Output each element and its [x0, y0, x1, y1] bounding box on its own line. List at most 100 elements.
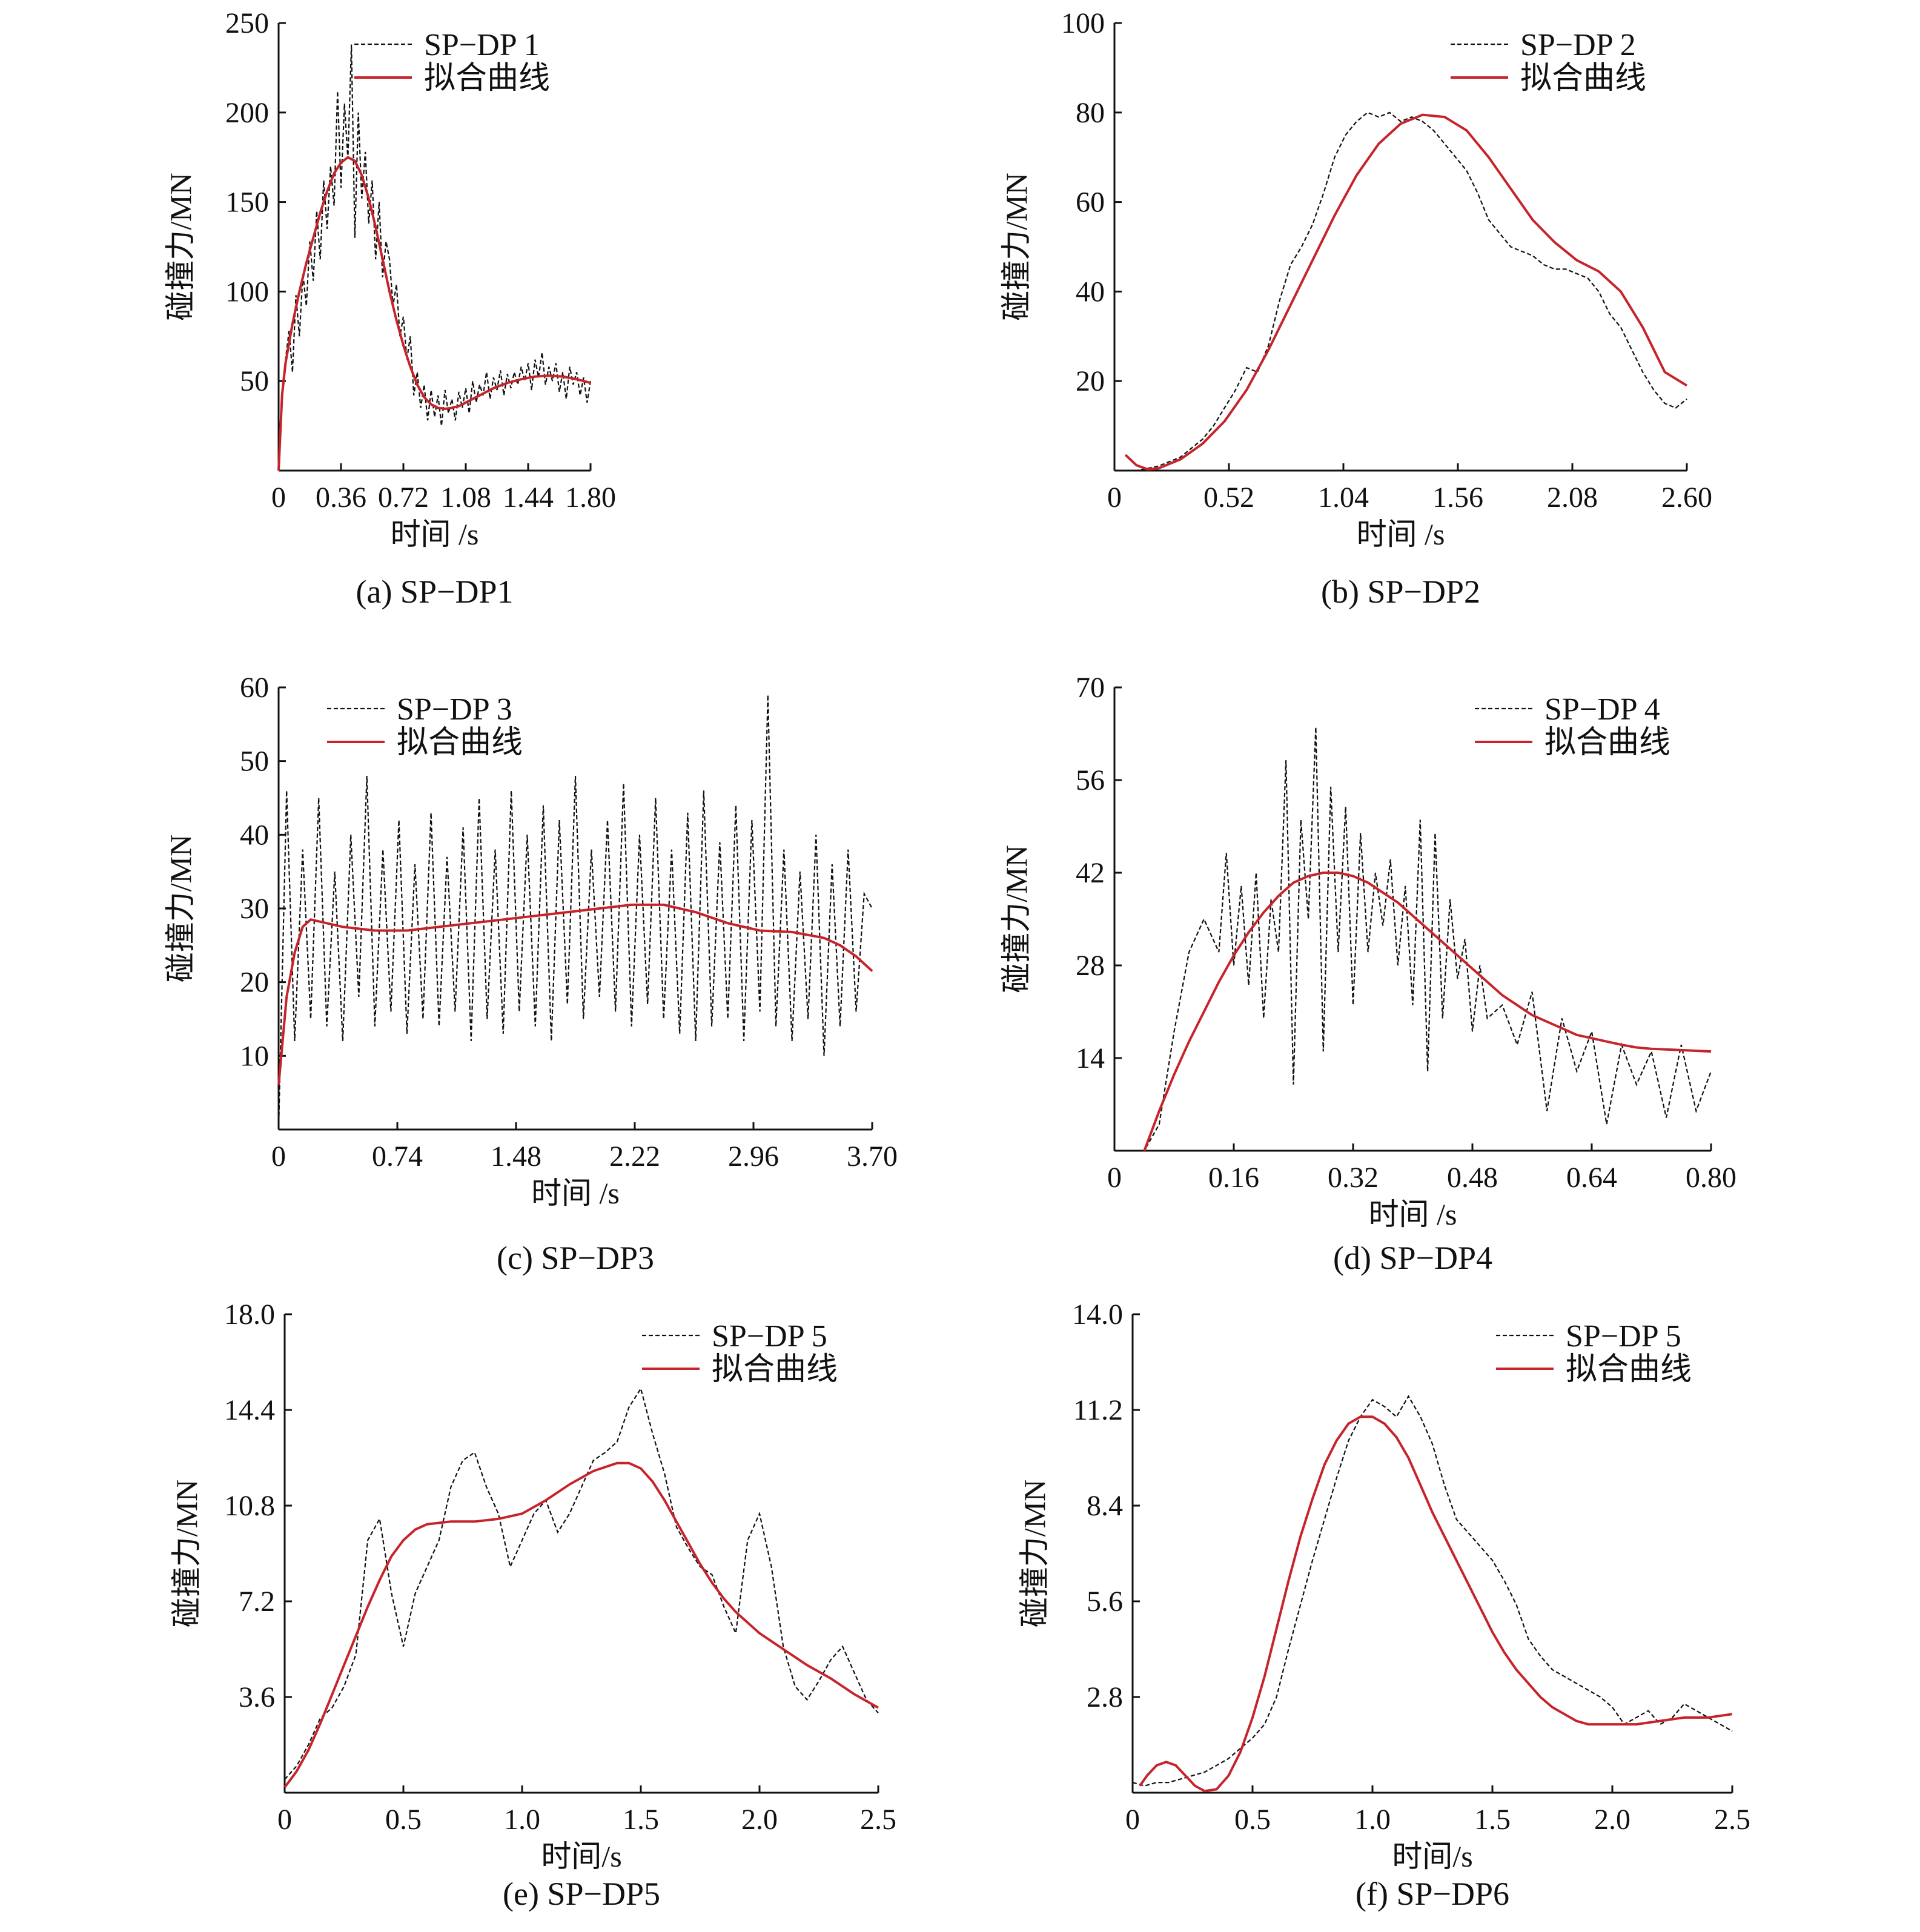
chart-b: 0 0.52 1.04 1.56 2.08 2.60 20 40 60 80 100 时间 /s 碰撞力…	[999, 7, 1712, 610]
fitted-curve-line	[283, 1461, 879, 1788]
legend-label: SP−DP 1	[424, 28, 540, 62]
y-tick-label: 100	[225, 276, 269, 308]
legend-label: SP−DP 2	[1520, 28, 1636, 62]
y-tick-label: 7.2	[239, 1586, 275, 1618]
legend-label: 拟合曲线	[1544, 726, 1670, 760]
x-axis-title: 时间/s	[541, 1839, 621, 1873]
x-tick-label: 0	[1107, 1162, 1122, 1194]
x-tick-label: 1.48	[491, 1140, 541, 1173]
x-tick-label: 1.0	[1354, 1804, 1391, 1836]
x-tick-label: 2.0	[1594, 1804, 1630, 1836]
x-tick-label: 2.60	[1661, 481, 1712, 514]
x-axis-title: 时间 /s	[1369, 1197, 1457, 1231]
legend-label: SP−DP 4	[1544, 692, 1660, 727]
measured-series-line	[1114, 727, 1712, 1152]
y-axis-title: 碰撞力/MN	[999, 173, 1033, 320]
x-tick-label: 0	[271, 481, 286, 514]
y-tick-label: 20	[1076, 365, 1105, 397]
measured-series-line	[284, 1387, 879, 1780]
y-tick-label: 70	[1076, 672, 1105, 704]
y-tick-label: 50	[240, 365, 269, 397]
legend-label: SP−DP 5	[712, 1319, 827, 1354]
y-tick-label: 14.4	[224, 1394, 275, 1426]
x-tick-label: 0.64	[1566, 1162, 1617, 1194]
y-tick-label: 40	[240, 819, 269, 851]
legend-label: SP−DP 5	[1566, 1319, 1681, 1354]
x-axis-title: 时间 /s	[531, 1176, 620, 1210]
measured-series-line	[1132, 1395, 1733, 1787]
chart-f: 0 0.5 1.0 1.5 2.0 2.5 2.8 5.6 8.4 11.2 14.0 时间/s 碰撞力…	[1018, 1298, 1750, 1912]
x-tick-label: 1.80	[565, 481, 616, 514]
x-tick-label: 2.22	[609, 1140, 660, 1173]
fitted-curve-line	[277, 903, 873, 1086]
x-tick-label: 2.5	[860, 1804, 896, 1836]
fitted-curve-line	[277, 156, 591, 471]
y-tick-label: 3.6	[239, 1681, 275, 1713]
x-tick-label: 0.74	[372, 1140, 423, 1173]
x-tick-label: 0.80	[1686, 1162, 1736, 1194]
x-tick-label: 1.5	[1474, 1804, 1511, 1836]
y-tick-label: 50	[240, 746, 269, 778]
y-tick-label: 30	[240, 893, 269, 925]
x-tick-label: 3.70	[847, 1140, 898, 1173]
x-tick-label: 0.52	[1203, 481, 1254, 514]
y-axis-title: 碰撞力/MN	[999, 845, 1033, 993]
x-tick-label: 0.5	[385, 1804, 422, 1836]
x-tick-label: 0	[271, 1140, 286, 1173]
x-tick-label: 0	[1125, 1804, 1140, 1836]
y-axis-title: 碰撞力/MN	[164, 835, 197, 982]
measured-series-line	[1114, 111, 1687, 472]
panel-caption: (e) SP−DP5	[503, 1876, 660, 1912]
y-tick-label: 60	[240, 672, 269, 704]
y-tick-label: 80	[1076, 97, 1105, 129]
y-tick-label: 5.6	[1087, 1586, 1123, 1618]
fitted-curve-line	[1124, 113, 1688, 471]
panel-caption: (f) SP−DP6	[1356, 1876, 1509, 1912]
y-tick-label: 8.4	[1087, 1490, 1123, 1522]
y-tick-label: 18.0	[224, 1298, 275, 1331]
x-tick-label: 2.0	[741, 1804, 778, 1836]
panel-caption: (b) SP−DP2	[1321, 574, 1480, 610]
x-tick-label: 0	[1107, 481, 1122, 514]
x-axis-title: 时间/s	[1392, 1839, 1472, 1873]
y-tick-label: 40	[1076, 276, 1105, 308]
x-tick-label: 1.44	[503, 481, 554, 514]
x-tick-label: 1.56	[1432, 481, 1483, 514]
fitted-curve-line	[1143, 872, 1712, 1151]
y-tick-label: 200	[225, 97, 269, 129]
x-tick-label: 0.16	[1208, 1162, 1259, 1194]
x-tick-label: 1.0	[504, 1804, 540, 1836]
x-tick-label: 0.48	[1447, 1162, 1498, 1194]
x-tick-label: 2.08	[1547, 481, 1598, 514]
x-tick-label: 0.5	[1234, 1804, 1271, 1836]
measured-series-line	[277, 695, 873, 1130]
y-axis-title: 碰撞力/MN	[170, 1480, 204, 1627]
legend-label: 拟合曲线	[397, 726, 523, 760]
y-tick-label: 14	[1076, 1042, 1105, 1074]
y-tick-label: 28	[1076, 950, 1105, 982]
y-axis-title: 碰撞力/MN	[164, 173, 197, 320]
x-tick-label: 2.96	[728, 1140, 779, 1173]
legend-label: SP−DP 3	[397, 692, 512, 727]
y-tick-label: 60	[1076, 187, 1105, 219]
chart-d: 0 0.16 0.32 0.48 0.64 0.80 14 28 42 56 70 时间 /s 碰撞力/…	[999, 672, 1736, 1276]
panel-caption: (d) SP−DP4	[1333, 1240, 1492, 1276]
x-tick-label: 0	[277, 1804, 292, 1836]
x-axis-title: 时间 /s	[391, 517, 479, 551]
measured-series-line	[277, 44, 592, 468]
x-axis-title: 时间 /s	[1357, 517, 1445, 551]
chart-c: 0 0.74 1.48 2.22 2.96 3.70 10 20 30 40 50 60 时间 /s 碰撞…	[164, 672, 898, 1276]
y-tick-label: 42	[1076, 857, 1105, 889]
fitted-curve-line	[1139, 1415, 1733, 1793]
legend-label: 拟合曲线	[712, 1352, 838, 1387]
x-tick-label: 1.08	[440, 481, 491, 514]
x-tick-label: 0.36	[316, 481, 366, 514]
x-tick-label: 1.5	[623, 1804, 659, 1836]
panel-caption: (c) SP−DP3	[497, 1240, 654, 1276]
chart-e: 0 0.5 1.0 1.5 2.0 2.5 3.6 7.2 10.8 14.4 18.0 时间/s 碰撞…	[170, 1298, 896, 1912]
x-tick-label: 1.04	[1318, 481, 1369, 514]
x-tick-label: 0.72	[378, 481, 429, 514]
legend-label: 拟合曲线	[1520, 61, 1646, 96]
